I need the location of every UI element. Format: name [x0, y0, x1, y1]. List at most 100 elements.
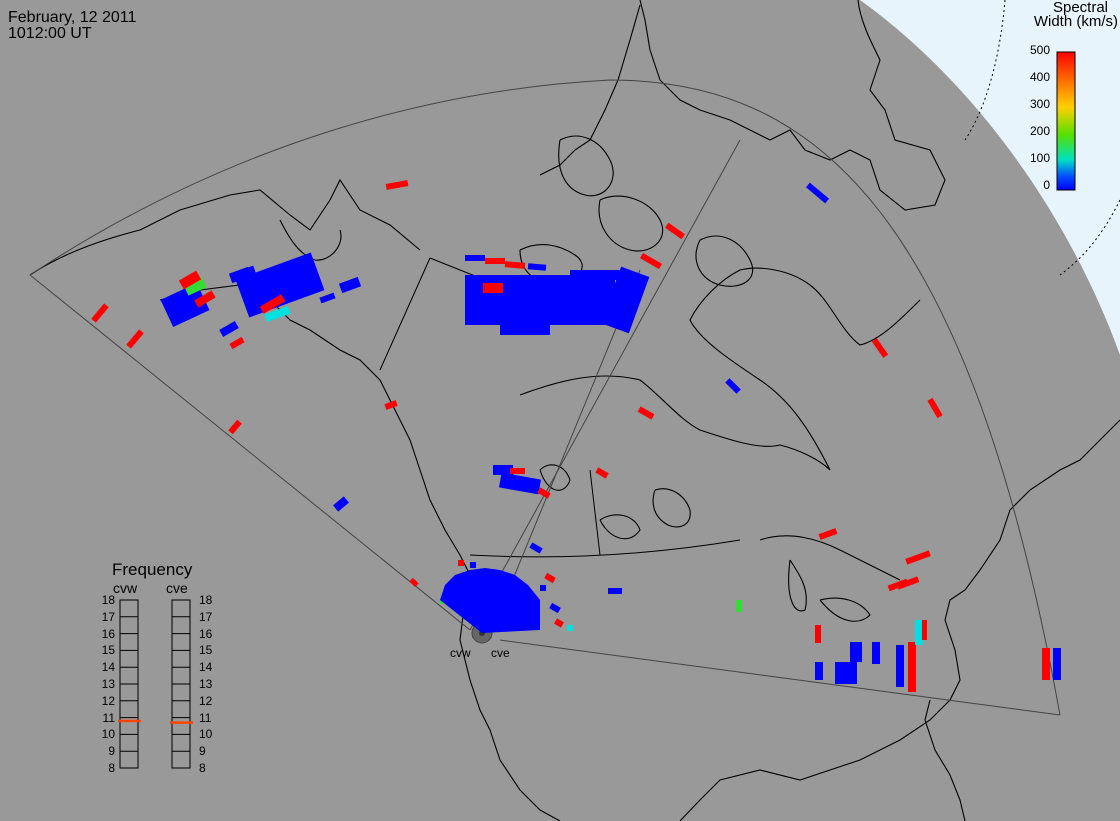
colorbar-tick: 300	[1029, 97, 1050, 111]
frequency-tick: 13	[101, 677, 115, 691]
colorbar-tick: 100	[1029, 151, 1050, 165]
frequency-tick: 9	[199, 744, 206, 759]
scatter-cell	[493, 465, 513, 475]
scatter-cell	[483, 283, 503, 293]
scatter-cell	[504, 261, 526, 269]
frequency-tick: 8	[199, 761, 206, 775]
scatter-cell	[219, 321, 239, 337]
scatter-cell	[194, 290, 216, 308]
cvw-gauge-label: cvw	[113, 580, 138, 596]
scatter-cell	[228, 419, 242, 435]
scatter-cell	[637, 406, 655, 420]
latitude-circle	[964, 0, 1006, 141]
frequency-tick: 12	[199, 693, 213, 708]
scatter-cell	[235, 252, 325, 318]
scatter-cell	[872, 642, 880, 664]
frequency-title: Frequency	[112, 560, 193, 579]
scatter-cell	[470, 562, 476, 568]
frequency-tick: 17	[101, 609, 115, 624]
colorbar-tick: 0	[1043, 178, 1050, 192]
scatter-cell	[871, 338, 889, 358]
scatter-cell	[665, 222, 685, 240]
scatter-cell	[527, 263, 547, 271]
scatter-cell	[554, 618, 564, 628]
frequency-tick: 11	[102, 710, 115, 725]
scatter-cell	[259, 294, 286, 314]
frequency-tick: 9	[108, 744, 115, 759]
near-range-scatter	[440, 568, 540, 633]
scatter-cell	[544, 572, 556, 584]
scatter-cell	[608, 588, 622, 594]
date-label: February, 12 2011	[8, 9, 137, 26]
scatter-cell	[458, 560, 464, 566]
scatter-cell	[896, 645, 904, 687]
scatter-cell	[160, 282, 210, 328]
scatter-cell	[499, 472, 541, 495]
scatter-cell	[229, 336, 245, 350]
site-label-cve: cve	[491, 646, 510, 660]
scatter-cell	[178, 270, 202, 290]
frequency-tick: 16	[199, 626, 213, 641]
frequency-tick: 10	[199, 727, 213, 742]
scatter-cell	[1042, 648, 1050, 680]
scatter-cell	[385, 180, 409, 190]
frequency-tick: 14	[199, 660, 213, 675]
latitude-circle	[1059, 199, 1120, 276]
colorbar	[1056, 51, 1076, 191]
scatter-cell	[567, 625, 573, 631]
scatter-cell	[570, 270, 630, 280]
site-label-cvw: cvw	[450, 646, 471, 660]
scatter-cell	[338, 276, 362, 294]
scatter-cell	[639, 252, 663, 270]
frequency-tick: 14	[101, 660, 115, 675]
frequency-tick: 16	[101, 626, 115, 641]
frequency-tick: 11	[199, 710, 212, 725]
scatter-cell	[529, 542, 543, 554]
scatter-cell	[818, 528, 838, 540]
scatter-cell	[537, 487, 551, 499]
scatter-cell	[384, 400, 398, 410]
cve-gauge-label: cve	[166, 580, 188, 596]
colorbar-tick: 200	[1029, 124, 1050, 138]
scatter-cell	[850, 642, 862, 662]
frequency-gauges	[118, 599, 193, 769]
scatter-cell	[815, 625, 821, 643]
scatter-cell	[736, 600, 742, 612]
scatter-cell	[805, 182, 830, 204]
scatter-cell	[908, 642, 916, 692]
coastlines	[29, 0, 1120, 821]
frequency-tick: 15	[101, 643, 115, 658]
scatter-cell	[540, 585, 546, 591]
scatter-cell	[896, 576, 920, 590]
scatter-cell	[510, 468, 525, 474]
colorbar-tick: 400	[1029, 70, 1050, 84]
scatter-cells	[91, 180, 1061, 692]
frequency-tick: 13	[199, 677, 213, 691]
scatter-cell	[595, 467, 609, 479]
scatter-cell	[485, 258, 505, 264]
scatter-cell	[922, 620, 927, 640]
scatter-cell	[549, 602, 561, 614]
scatter-cell	[815, 662, 823, 680]
scatter-cell	[465, 275, 615, 325]
colorbar-title-line2: Width (km/s)	[1033, 13, 1118, 30]
frequency-tick: 12	[101, 693, 115, 708]
scatter-cell	[319, 292, 336, 304]
scatter-cell	[264, 305, 291, 323]
scatter-cell	[183, 276, 207, 296]
scatter-cell	[91, 303, 109, 323]
scatter-cell	[1053, 648, 1061, 680]
scatter-cell	[927, 397, 943, 419]
frequency-tick: 18	[101, 593, 115, 607]
scatter-cell	[600, 266, 650, 334]
frequency-tick: 8	[108, 761, 115, 775]
frequency-tick: 18	[199, 593, 213, 607]
colorbar-title-line1: Spectral	[1052, 0, 1108, 16]
scatter-cell	[725, 378, 741, 394]
colorbar-tick: 500	[1029, 43, 1050, 57]
scatter-cell	[333, 496, 349, 512]
scatter-cell	[835, 662, 857, 684]
frequency-tick: 15	[199, 643, 213, 658]
time-label: 1012:00 UT	[8, 25, 92, 42]
